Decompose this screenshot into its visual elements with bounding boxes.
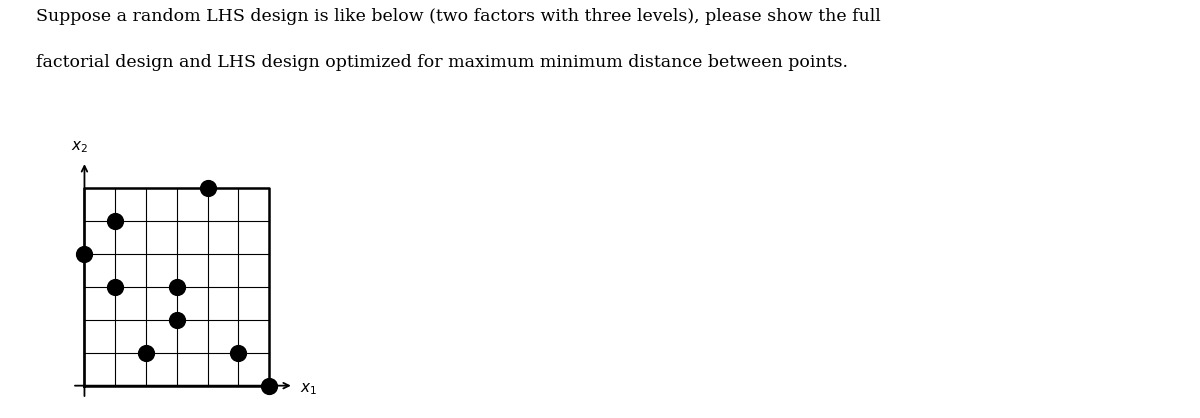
Text: Suppose a random LHS design is like below (two factors with three levels), pleas: Suppose a random LHS design is like belo…: [36, 8, 881, 25]
Point: [74, 250, 94, 257]
Point: [167, 316, 186, 323]
Text: $x_1$: $x_1$: [300, 381, 317, 397]
Point: [167, 283, 186, 290]
Point: [229, 349, 248, 356]
Point: [198, 184, 217, 191]
Point: [106, 283, 125, 290]
Point: [137, 349, 156, 356]
Point: [259, 382, 278, 389]
Text: factorial design and LHS design optimized for maximum minimum distance between p: factorial design and LHS design optimize…: [36, 54, 848, 71]
Point: [106, 217, 125, 224]
Text: $x_2$: $x_2$: [71, 139, 89, 155]
